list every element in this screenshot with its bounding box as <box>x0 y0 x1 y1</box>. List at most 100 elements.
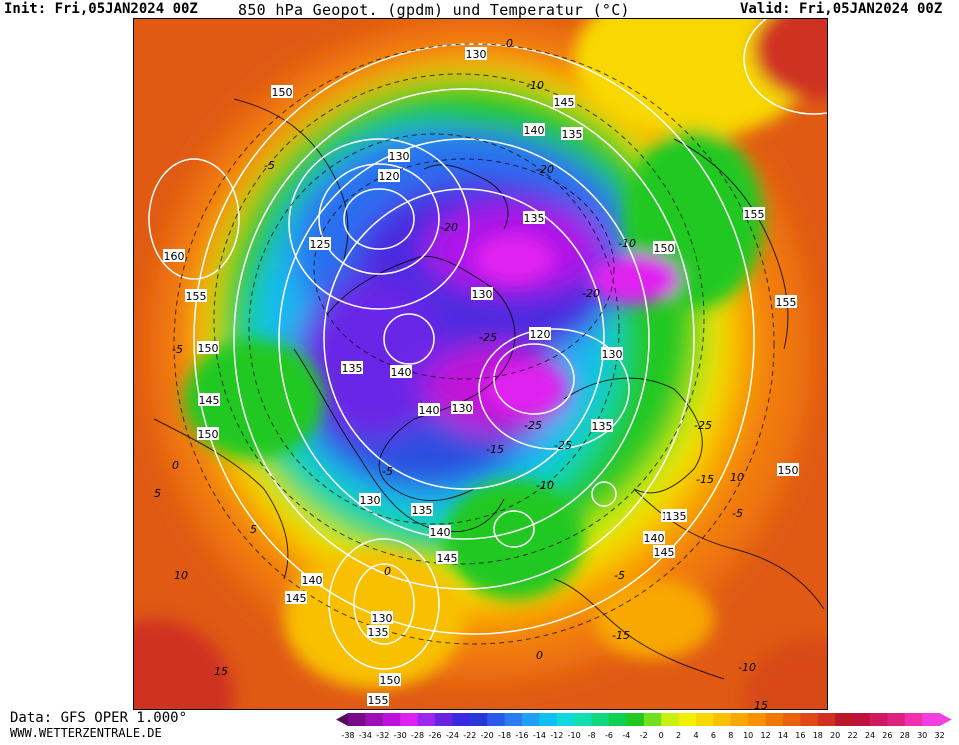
scale-swatch <box>817 713 836 726</box>
scale-tick-label: -38 <box>341 731 354 740</box>
svg-text:140: 140 <box>524 124 545 137</box>
scale-swatch <box>835 713 854 726</box>
scale-left-arrow <box>336 713 348 726</box>
scale-swatch <box>469 713 488 726</box>
color-scale-bar: -38 -34 -32 -30 -28 -26 -24 -22 -20 -18 -16 -14 -12-… <box>336 713 952 740</box>
geopotential-label: 145 <box>553 95 575 109</box>
geopotential-label: 160 <box>163 249 185 263</box>
chart-title: 850 hPa Geopot. (gpdm) und Temperatur (°… <box>238 1 630 19</box>
scale-tick-label: 22 <box>848 731 858 740</box>
geopotential-label: 130 <box>601 347 623 361</box>
scale-swatch <box>661 713 680 726</box>
geopotential-label: 150 <box>777 463 799 477</box>
scale-swatch <box>417 713 436 726</box>
scale-tick-label: -32 <box>376 731 389 740</box>
scale-tick-label: 10 <box>743 731 753 740</box>
svg-text:150: 150 <box>778 464 799 477</box>
scale-tick-label: -20 <box>481 731 494 740</box>
scale-tick-label: -28 <box>411 731 424 740</box>
geopotential-contours <box>148 19 827 670</box>
scale-tick-label: -6 <box>605 731 613 740</box>
temperature-label: 15 <box>754 699 768 709</box>
scale-swatch <box>922 713 941 726</box>
svg-text:125: 125 <box>310 238 331 251</box>
svg-text:130: 130 <box>472 288 493 301</box>
scale-swatch <box>435 713 453 726</box>
geopotential-label: 145 <box>198 393 220 407</box>
svg-text:150: 150 <box>654 242 675 255</box>
svg-text:135: 135 <box>342 362 363 375</box>
scale-tick-label: -14 <box>533 731 546 740</box>
scale-tick-label: -24 <box>446 731 459 740</box>
geopotential-label: 140 <box>643 531 665 545</box>
temperature-label: -20 <box>582 287 600 300</box>
scale-swatch <box>487 713 506 726</box>
temperature-label: 0 <box>506 37 513 50</box>
geopotential-label: 135 <box>591 419 613 433</box>
temperature-label: -15 <box>612 629 630 642</box>
scale-tick-label: 32 <box>935 731 945 740</box>
geopotential-label: 130 <box>388 149 410 163</box>
geopotential-label: 130 <box>471 287 493 301</box>
geopotential-label: 155 <box>185 289 207 303</box>
svg-text:130: 130 <box>360 494 381 507</box>
scale-tick-label: -26 <box>428 731 441 740</box>
scale-tick-label: 6 <box>711 731 716 740</box>
init-time-label: Init: Fri,05JAN2024 00Z <box>4 1 198 17</box>
svg-text:130: 130 <box>389 150 410 163</box>
scale-tick-label: -18 <box>498 731 511 740</box>
scale-swatch <box>400 713 419 726</box>
temperature-label: -10 <box>526 79 544 92</box>
scale-tick-label: 30 <box>917 731 927 740</box>
svg-text:140: 140 <box>302 574 323 587</box>
temperature-labels: -5 0 -10 -20 -25 -20 -25 -15 -5 0 -15 -25 -20 -10 -25 -… <box>154 37 768 709</box>
scale-swatch <box>800 713 819 726</box>
coastlines <box>153 98 825 680</box>
geopotential-label: 150 <box>271 85 293 99</box>
temperature-label: -5 <box>264 159 275 172</box>
svg-text:140: 140 <box>391 366 412 379</box>
scale-swatch <box>626 713 645 726</box>
scale-tick-label: -16 <box>515 731 528 740</box>
geopotential-label: 150 <box>197 427 219 441</box>
scale-swatch <box>730 713 749 726</box>
temperature-label: -5 <box>382 465 393 478</box>
valid-time-label: Valid: Fri,05JAN2024 00Z <box>740 1 943 17</box>
scale-tick-label: 12 <box>761 731 771 740</box>
svg-text:135: 135 <box>524 212 545 225</box>
geopotential-label: 130 <box>451 401 473 415</box>
geopotential-label: 135 <box>411 503 433 517</box>
scale-swatch <box>783 713 801 726</box>
scale-swatch <box>348 713 366 726</box>
svg-text:135: 135 <box>562 128 583 141</box>
scale-swatch <box>382 713 401 726</box>
scale-swatch <box>522 713 540 726</box>
temperature-label: -25 <box>694 419 712 432</box>
svg-text:135: 135 <box>412 504 433 517</box>
svg-text:135: 135 <box>368 626 389 639</box>
geopotential-label: 135 <box>341 361 363 375</box>
svg-text:120: 120 <box>530 328 551 341</box>
weather-map: 130 150 145 140 135 130 120 125 160 155 150 145 150 1… <box>133 18 828 710</box>
scale-tick-label: -2 <box>640 731 648 740</box>
svg-text:140: 140 <box>644 532 665 545</box>
temperature-label: -15 <box>696 473 714 486</box>
scale-swatch <box>574 713 593 726</box>
svg-text:130: 130 <box>452 402 473 415</box>
geopotential-label: 135 <box>367 625 389 639</box>
scale-swatch <box>452 713 471 726</box>
scale-swatch <box>887 713 906 726</box>
geopotential-label: 140 <box>523 123 545 137</box>
svg-text:150: 150 <box>380 674 401 687</box>
svg-text:150: 150 <box>198 342 219 355</box>
scale-tick-label: 28 <box>900 731 910 740</box>
svg-text:130: 130 <box>466 48 487 61</box>
geopotential-label: 140 <box>429 525 451 539</box>
svg-text:155: 155 <box>744 208 765 221</box>
temperature-label: -5 <box>614 569 625 582</box>
geopotential-label: 120 <box>378 169 400 183</box>
svg-text:130: 130 <box>372 612 393 625</box>
temperature-label: 10 <box>730 471 744 484</box>
geopotential-label: 120 <box>529 327 551 341</box>
svg-text:155: 155 <box>186 290 207 303</box>
